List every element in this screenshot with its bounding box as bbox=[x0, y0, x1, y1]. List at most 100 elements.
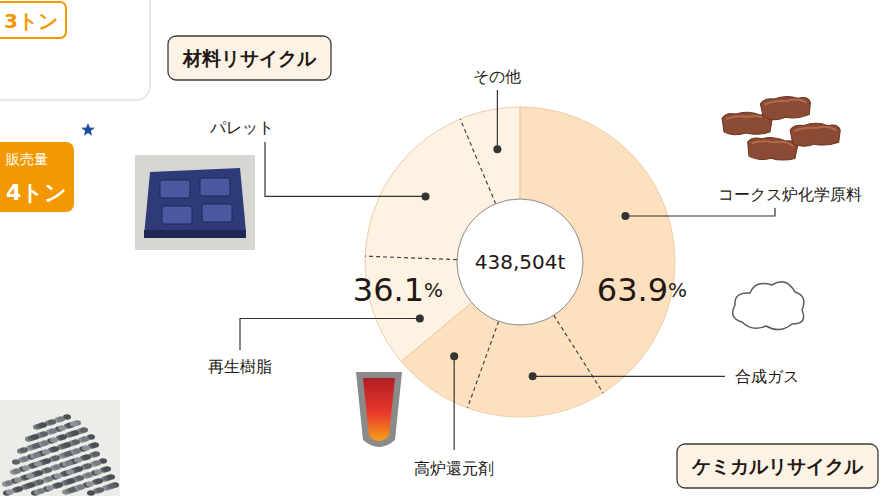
pellet bbox=[58, 425, 66, 431]
category-label: 合成ガス bbox=[735, 367, 799, 386]
pellet bbox=[34, 461, 42, 467]
coke-top bbox=[794, 126, 836, 131]
leader-dot bbox=[493, 145, 501, 153]
star-icon bbox=[81, 123, 94, 136]
pellet bbox=[36, 479, 44, 485]
pellet bbox=[59, 434, 67, 440]
pellet bbox=[63, 442, 71, 448]
category-labels: コークス炉化学原料合成ガス高炉還元剤再生樹脂パレットその他 bbox=[208, 67, 862, 478]
donut-clip bbox=[365, 107, 675, 417]
group-title-text: ケミカルリサイクル bbox=[691, 455, 864, 477]
pellet bbox=[67, 478, 75, 484]
furnace-fire bbox=[363, 378, 395, 441]
leader-line bbox=[497, 90, 498, 149]
pellet bbox=[42, 449, 50, 455]
pellet bbox=[53, 464, 61, 470]
pellet bbox=[107, 474, 115, 480]
pellet bbox=[108, 483, 116, 489]
leader-line bbox=[265, 142, 425, 196]
pellet bbox=[21, 456, 29, 462]
divider bbox=[365, 256, 457, 259]
pellet bbox=[94, 469, 102, 475]
leader-dot bbox=[450, 352, 458, 360]
divider bbox=[554, 315, 603, 393]
cloud-icon bbox=[733, 282, 804, 330]
pellet bbox=[43, 458, 51, 464]
center-hole bbox=[457, 199, 583, 325]
pellet bbox=[15, 486, 23, 492]
center-label: 438,504t bbox=[475, 250, 566, 274]
pellet bbox=[84, 463, 92, 469]
pellet bbox=[74, 457, 82, 463]
pellet bbox=[92, 451, 100, 457]
pellet bbox=[33, 452, 41, 458]
leader-dot bbox=[621, 212, 629, 220]
pellet bbox=[91, 442, 99, 448]
pellet bbox=[87, 490, 95, 496]
pellet bbox=[86, 481, 94, 487]
pellet bbox=[49, 428, 57, 434]
pellet bbox=[57, 416, 65, 422]
pellet bbox=[51, 446, 59, 452]
data-label: 36.1% bbox=[353, 271, 443, 309]
fragment-text: 3トン bbox=[4, 9, 58, 33]
pellet bbox=[39, 422, 47, 428]
fragment-box bbox=[0, 142, 74, 212]
pellet bbox=[48, 419, 56, 425]
category-label: パレット bbox=[209, 118, 274, 137]
pellet bbox=[37, 488, 45, 494]
category-label: 高炉還元剤 bbox=[414, 459, 494, 478]
chart-root: 3トン販売量4トン438,504tコークス炉化学原料合成ガス高炉還元剤再生樹脂パ… bbox=[0, 0, 884, 496]
fragments: 3トン販売量4トン bbox=[0, 0, 150, 212]
pellet bbox=[26, 473, 34, 479]
category-label: その他 bbox=[473, 67, 521, 86]
furnace-shell bbox=[356, 372, 402, 447]
slice bbox=[460, 107, 520, 204]
pellet bbox=[6, 489, 14, 495]
leader-dot bbox=[421, 192, 429, 200]
leader-line bbox=[240, 319, 420, 350]
fragment-text: 4トン bbox=[6, 180, 67, 205]
pellet bbox=[85, 472, 93, 478]
pellet bbox=[68, 487, 76, 493]
pellet bbox=[66, 469, 74, 475]
coke-top bbox=[752, 140, 794, 146]
pallet-hole bbox=[200, 178, 230, 196]
pallet-hole bbox=[160, 180, 190, 198]
pellet bbox=[32, 443, 40, 449]
pellet bbox=[80, 427, 88, 433]
pellets bbox=[2, 414, 119, 496]
pellet bbox=[20, 447, 28, 453]
pellet bbox=[70, 421, 78, 427]
data-label: 63.9% bbox=[597, 271, 687, 309]
pellet bbox=[82, 445, 90, 451]
fragment-panel bbox=[0, 0, 150, 100]
coke-piece bbox=[747, 136, 798, 161]
pellet bbox=[27, 482, 35, 488]
divider bbox=[467, 321, 498, 408]
pellet bbox=[55, 482, 63, 488]
fragment-box bbox=[0, 2, 66, 38]
pallet-base bbox=[144, 230, 246, 238]
pellet bbox=[14, 477, 22, 483]
group-title: ケミカルリサイクル bbox=[677, 444, 878, 488]
pellet bbox=[75, 466, 83, 472]
leader-line bbox=[533, 376, 725, 377]
pellet bbox=[12, 459, 20, 465]
leader-line bbox=[625, 208, 775, 216]
coke-piece bbox=[760, 95, 811, 121]
leader-dot bbox=[529, 372, 537, 380]
pellet bbox=[65, 460, 73, 466]
coke-icon bbox=[722, 95, 841, 162]
pellet bbox=[22, 465, 30, 471]
pallet-photo bbox=[135, 155, 255, 250]
pellet bbox=[44, 467, 52, 473]
pellet bbox=[73, 448, 81, 454]
pellet bbox=[31, 434, 39, 440]
pallet-hole bbox=[202, 204, 232, 222]
pellet bbox=[95, 478, 103, 484]
leader-dot bbox=[416, 315, 424, 323]
pellet bbox=[72, 439, 80, 445]
pellet bbox=[93, 460, 101, 466]
group-title-box bbox=[168, 36, 331, 80]
